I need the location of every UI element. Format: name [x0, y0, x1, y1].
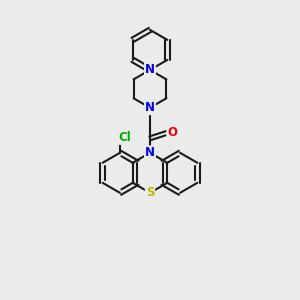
Text: N: N: [145, 146, 155, 159]
Text: N: N: [145, 63, 155, 76]
Text: O: O: [167, 126, 177, 139]
Text: N: N: [145, 101, 155, 114]
Text: S: S: [146, 186, 154, 199]
Text: Cl: Cl: [118, 131, 131, 144]
